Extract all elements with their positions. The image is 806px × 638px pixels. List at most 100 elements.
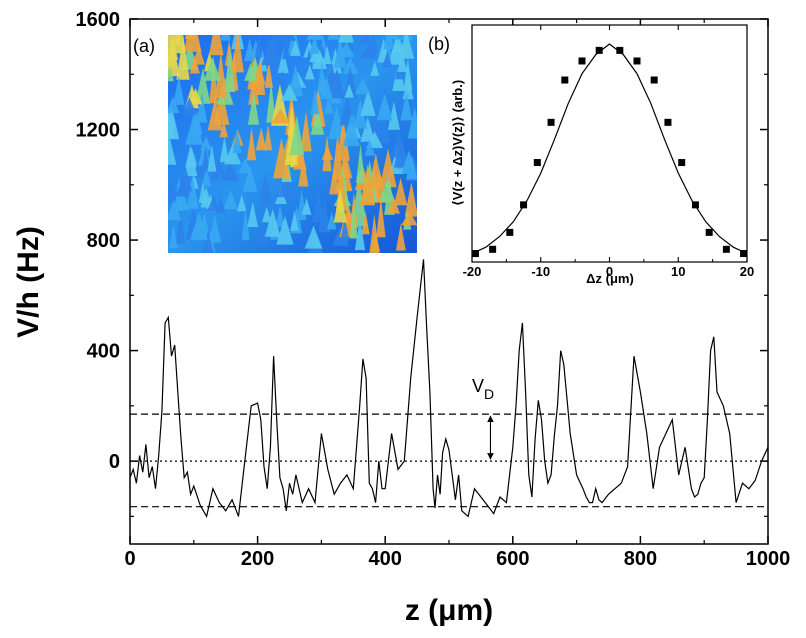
surface-peak <box>323 96 334 114</box>
surface-peak <box>254 35 263 58</box>
surface-peak <box>168 66 174 82</box>
inset-data-point <box>547 118 555 126</box>
surface-peak <box>287 102 296 136</box>
vd-label: VD <box>472 376 494 402</box>
inset-data-point <box>678 159 686 167</box>
inset-a-panel-label: (a) <box>133 36 155 56</box>
surface-peak <box>173 75 185 105</box>
surface-peak <box>322 45 332 65</box>
surface-peak <box>168 106 180 140</box>
surface-peak <box>277 49 289 74</box>
surface-peak <box>403 58 413 91</box>
surface-peak <box>360 164 376 206</box>
inset-data-point <box>616 46 624 54</box>
inset-data-point <box>471 250 479 258</box>
surface-peak <box>264 124 273 151</box>
surface-peak <box>247 201 259 227</box>
surface-peak <box>244 39 256 62</box>
surface-peak <box>188 88 203 105</box>
inset-x-tick-label: 10 <box>671 264 685 279</box>
surface-peak <box>359 44 378 59</box>
reference-lines <box>130 413 768 508</box>
surface-peak <box>393 177 408 206</box>
surface-peak <box>184 35 198 39</box>
inset-b-ticks: -20 -10 0 10 20 <box>463 25 754 279</box>
surface-peak <box>387 197 400 214</box>
surface-peak <box>273 138 291 179</box>
surface-peak <box>201 169 212 187</box>
surface-peak <box>333 188 347 223</box>
surface-peak <box>338 35 354 43</box>
surface-peak <box>168 36 180 77</box>
surface-peak <box>336 119 350 161</box>
inset-data-point <box>740 250 748 258</box>
inset-data-point <box>650 76 658 84</box>
surface-peak <box>328 105 346 139</box>
surface-peak <box>272 35 285 42</box>
surface-peak <box>304 225 323 249</box>
surface-peak <box>207 144 217 172</box>
x-axis-title: z (μm) <box>405 594 493 627</box>
inset-b-x-title: Δz (μm) <box>586 271 634 286</box>
surface-peak <box>364 138 375 156</box>
inset-x-tick-label: 20 <box>740 264 754 279</box>
inset-data-point <box>705 228 713 236</box>
surface-peak <box>304 64 315 80</box>
surface-peak <box>360 89 376 116</box>
y-tick-label: 1600 <box>76 9 121 31</box>
surface-peak <box>406 155 417 180</box>
surface-peak <box>224 45 235 92</box>
x-tick-label: 400 <box>369 548 402 570</box>
surface-peak <box>190 211 208 241</box>
surface-peak <box>397 52 408 72</box>
surface-peak <box>169 223 178 249</box>
surface-peak <box>355 77 371 95</box>
surface-peak <box>318 199 331 233</box>
surface-peak <box>343 66 358 100</box>
surface-peak <box>248 73 260 105</box>
surface-peak <box>242 166 258 192</box>
x-tick-label: 1000 <box>746 548 791 570</box>
inset-data-point <box>520 201 528 209</box>
surface-peak <box>279 35 297 41</box>
surface-peak <box>183 145 198 176</box>
y-tick-label: 400 <box>87 341 120 363</box>
surface-peak <box>290 210 299 231</box>
inset-data-point <box>722 245 730 253</box>
surface-peak <box>395 223 406 251</box>
inset-data-point <box>506 228 514 236</box>
surface-peak <box>168 135 177 165</box>
surface-peak <box>290 39 301 56</box>
surface-peak <box>168 200 182 221</box>
surface-peak <box>329 68 346 99</box>
surface-peak <box>241 207 250 241</box>
inset-x-tick-label: -10 <box>531 264 550 279</box>
surface-peak <box>391 38 407 53</box>
surface-peak <box>379 178 396 202</box>
surface-peak <box>238 157 253 174</box>
surface-peak <box>277 177 296 198</box>
surface-peak <box>340 217 350 241</box>
surface-peak <box>390 35 400 40</box>
surface-peak <box>387 101 400 130</box>
inset-data-point <box>489 245 497 253</box>
surface-peak <box>398 35 415 59</box>
surface-peak <box>182 97 197 115</box>
y-tick-label: 1200 <box>76 120 121 142</box>
surface-peak <box>400 92 413 121</box>
surface-peak <box>209 35 224 56</box>
surface-peak <box>224 144 242 165</box>
surface-peak <box>275 204 285 228</box>
surface-peak <box>186 176 199 209</box>
surface-peak <box>231 35 244 73</box>
surface-peak <box>308 46 326 62</box>
inset-b-y-title: ⟨V(z + Δz)V(z)⟩ (arb.) <box>450 80 465 206</box>
surface-peak <box>310 108 325 135</box>
inset-data-point <box>533 159 541 167</box>
surface-peak <box>247 91 260 125</box>
surface-peak <box>376 112 390 144</box>
surface-peak <box>214 51 228 99</box>
surface-peak <box>264 208 281 237</box>
surface-peak <box>288 64 304 97</box>
